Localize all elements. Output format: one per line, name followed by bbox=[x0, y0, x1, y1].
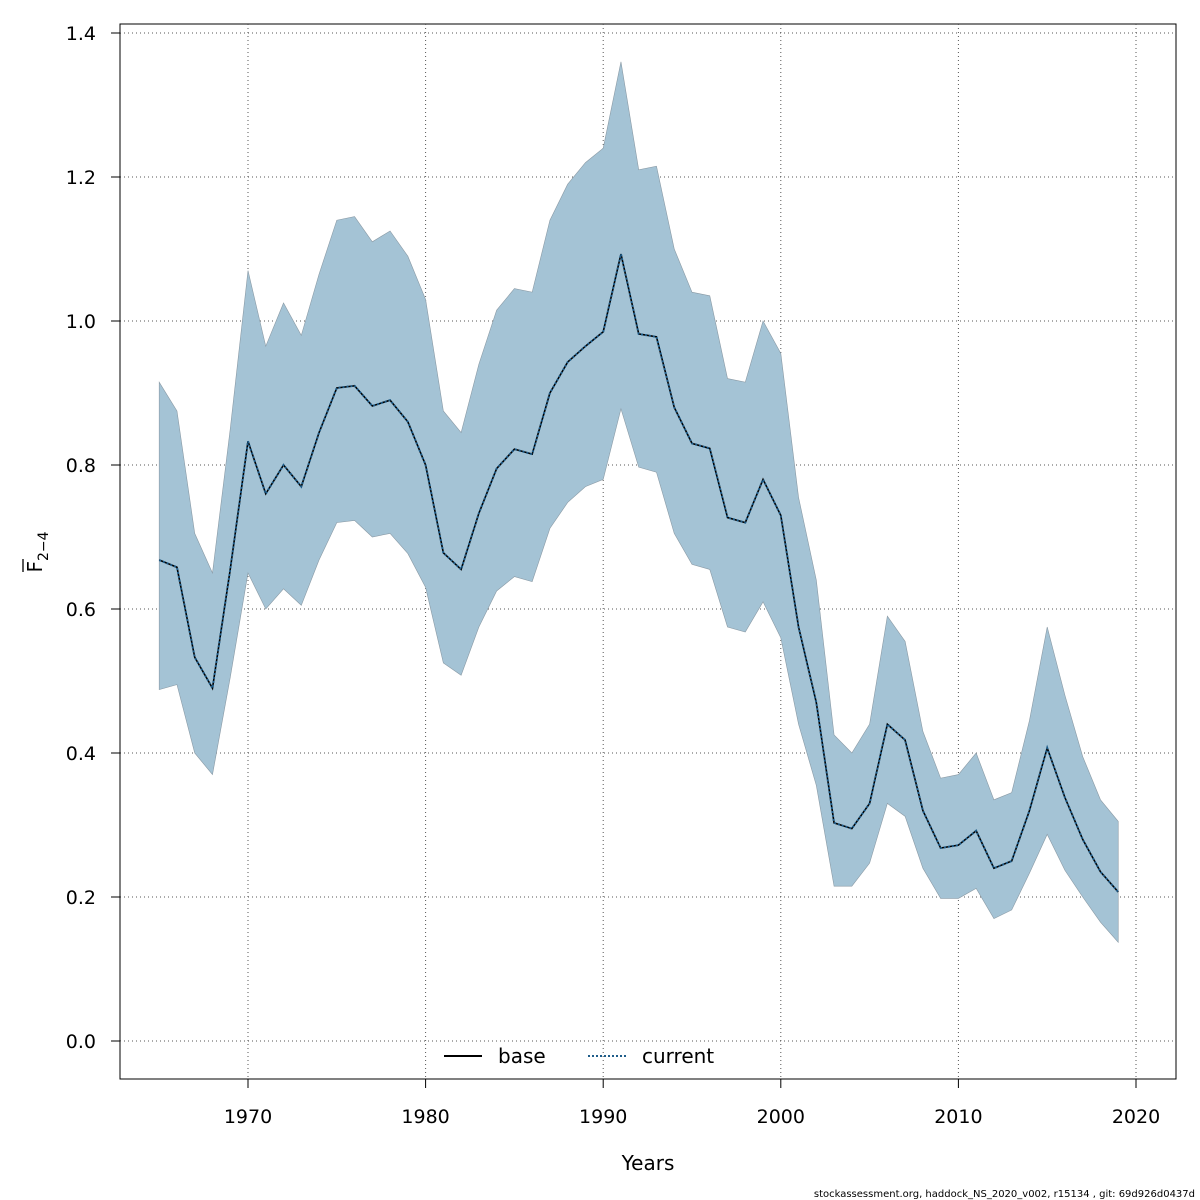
legend: base current bbox=[444, 1044, 714, 1068]
axes bbox=[111, 32, 1137, 1088]
series-lines bbox=[158, 253, 1119, 893]
y-tick-label: 1.4 bbox=[66, 23, 96, 45]
tick-labels: 1970 1980 1990 2000 2010 2020 0.0 0.2 0.4 0.6 0.8 1… bbox=[66, 23, 1160, 1128]
y-tick-label: 0.6 bbox=[66, 599, 96, 621]
y-tick-label: 0.0 bbox=[66, 1031, 96, 1053]
y-axis-title: F2−4 bbox=[22, 531, 52, 573]
confidence-band bbox=[158, 61, 1119, 944]
x-axis-title: Years bbox=[621, 1151, 675, 1175]
y-tick-label: 1.0 bbox=[66, 311, 96, 333]
y-axis-title-main: F bbox=[23, 561, 47, 573]
confidence-band-area bbox=[158, 61, 1119, 944]
legend-label-base: base bbox=[498, 1044, 546, 1068]
svg-text:F2−4: F2−4 bbox=[23, 531, 52, 572]
x-tick-label: 2020 bbox=[1112, 1106, 1160, 1128]
y-tick-label: 0.8 bbox=[66, 455, 96, 477]
y-tick-label: 0.4 bbox=[66, 743, 96, 765]
y-tick-label: 1.2 bbox=[66, 167, 96, 189]
legend-label-current: current bbox=[642, 1044, 714, 1068]
x-tick-label: 2000 bbox=[757, 1106, 805, 1128]
x-tick-label: 1980 bbox=[401, 1106, 449, 1128]
x-tick-label: 2010 bbox=[934, 1106, 982, 1128]
series-line-current bbox=[158, 253, 1119, 893]
x-tick-label: 1970 bbox=[224, 1106, 272, 1128]
footer-credit: stockassessment.org, haddock_NS_2020_v00… bbox=[814, 1189, 1195, 1200]
x-tick-label: 1990 bbox=[579, 1106, 627, 1128]
y-axis-title-subscript: 2−4 bbox=[36, 531, 52, 561]
y-tick-label: 0.2 bbox=[66, 887, 96, 909]
